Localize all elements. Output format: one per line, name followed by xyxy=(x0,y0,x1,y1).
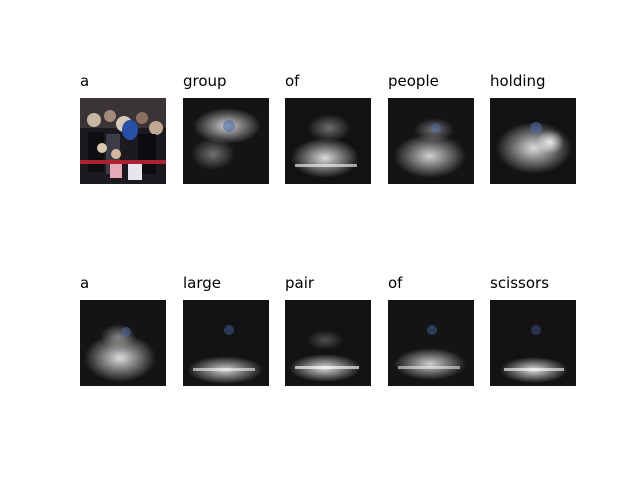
attention-map xyxy=(80,300,166,386)
attention-map xyxy=(388,98,474,184)
caption-word: holding xyxy=(490,72,546,90)
attention-map xyxy=(388,300,474,386)
attention-map xyxy=(183,300,269,386)
caption-word: pair xyxy=(285,274,315,292)
attention-map xyxy=(490,300,576,386)
caption-word: scissors xyxy=(490,274,550,292)
caption-word: a xyxy=(80,274,90,292)
caption-word: of xyxy=(388,274,403,292)
source-photo xyxy=(80,98,166,184)
caption-word: people xyxy=(388,72,439,90)
caption-word: a xyxy=(80,72,90,90)
attention-map xyxy=(490,98,576,184)
caption-word: group xyxy=(183,72,227,90)
attention-map xyxy=(285,300,371,386)
caption-word: of xyxy=(285,72,300,90)
caption-word: large xyxy=(183,274,222,292)
attention-map xyxy=(285,98,371,184)
attention-map xyxy=(183,98,269,184)
